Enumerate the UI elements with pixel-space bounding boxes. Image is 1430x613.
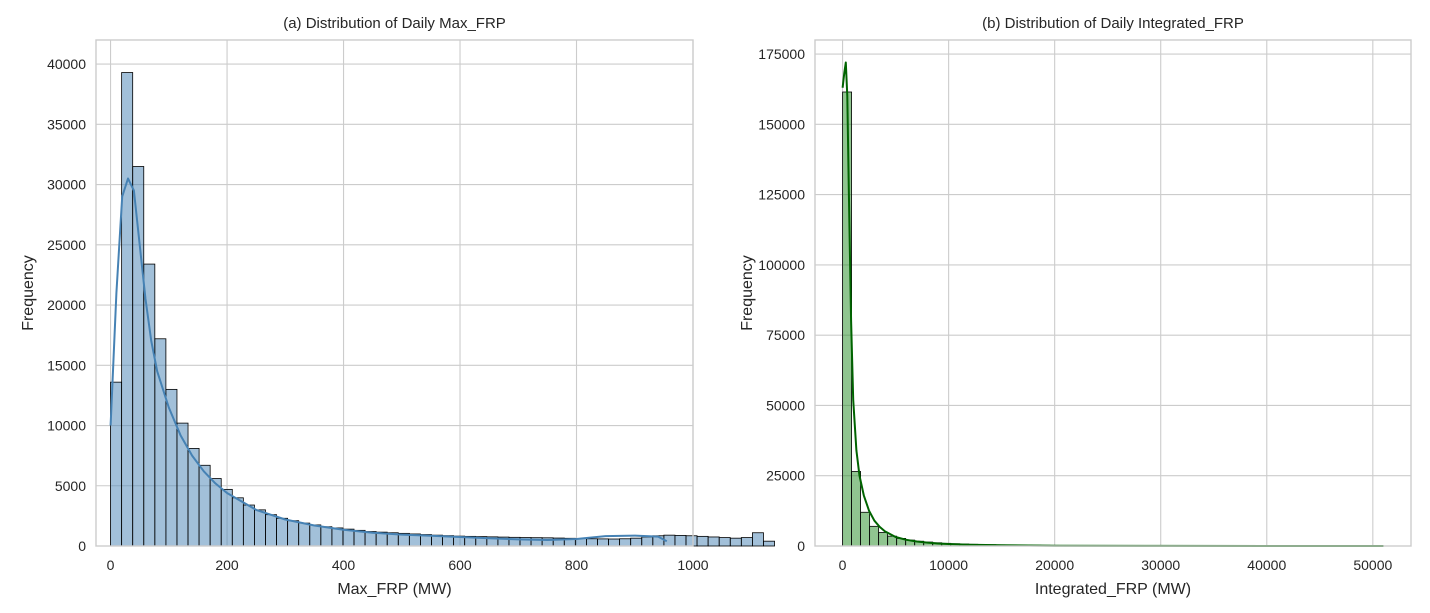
panel-1-bars xyxy=(843,92,1384,546)
histogram-bar xyxy=(288,521,299,546)
y-tick-label: 50000 xyxy=(766,397,805,413)
histogram-bar xyxy=(852,472,861,546)
histogram-bar xyxy=(321,527,332,546)
y-tick-label: 175000 xyxy=(758,46,805,62)
panel-a-title: (a) Distribution of Daily Max_FRP xyxy=(283,15,506,32)
histogram-bar xyxy=(254,510,265,546)
histogram-bar xyxy=(763,541,774,546)
x-tick-label: 50000 xyxy=(1353,557,1392,573)
histogram-bar xyxy=(861,512,870,546)
histogram-bar xyxy=(243,505,254,546)
x-tick-label: 200 xyxy=(215,557,239,573)
histogram-bar xyxy=(265,515,276,546)
y-tick-label: 25000 xyxy=(766,468,805,484)
y-tick-label: 35000 xyxy=(47,116,86,132)
y-tick-label: 0 xyxy=(797,538,805,554)
histogram-bar xyxy=(210,479,221,546)
x-tick-label: 10000 xyxy=(929,557,968,573)
y-tick-label: 150000 xyxy=(758,116,805,132)
histogram-bar xyxy=(609,539,620,546)
histogram-bar xyxy=(586,539,597,546)
histogram-bar xyxy=(232,498,243,546)
panel-b-y-axis-label: Frequency xyxy=(739,255,756,331)
x-tick-label: 800 xyxy=(565,557,589,573)
plot-frame xyxy=(815,40,1411,546)
x-tick-label: 1000 xyxy=(677,557,708,573)
y-tick-label: 20000 xyxy=(47,297,86,313)
x-tick-label: 400 xyxy=(332,557,356,573)
histogram-bar xyxy=(177,423,188,546)
histogram-bar xyxy=(741,538,752,546)
histogram-bar xyxy=(597,539,608,546)
panel-max-frp: (a) Distribution of Daily Max_FRP Max_FR… xyxy=(20,15,775,598)
panel-a-x-axis-label: Max_FRP (MW) xyxy=(337,581,451,598)
histogram-bar xyxy=(879,533,888,546)
histogram-bar xyxy=(675,535,686,546)
y-tick-label: 40000 xyxy=(47,56,86,72)
y-tick-label: 15000 xyxy=(47,357,86,373)
histogram-bar xyxy=(631,538,642,546)
histogram-bar xyxy=(332,528,343,546)
histogram-bar xyxy=(642,537,653,546)
panel-0-bars xyxy=(111,73,775,546)
panel-1-grid xyxy=(815,40,1411,546)
histogram-bar xyxy=(870,526,879,546)
histogram-bar xyxy=(730,538,741,546)
kde-curve xyxy=(843,63,1384,547)
x-tick-label: 600 xyxy=(448,557,472,573)
histogram-bar xyxy=(144,264,155,546)
histogram-bar xyxy=(620,539,631,546)
histogram-bar xyxy=(343,529,354,546)
y-tick-label: 25000 xyxy=(47,237,86,253)
y-tick-label: 125000 xyxy=(758,187,805,203)
panel-b-x-axis-label: Integrated_FRP (MW) xyxy=(1035,581,1191,598)
x-tick-label: 40000 xyxy=(1247,557,1286,573)
y-tick-label: 0 xyxy=(78,538,86,554)
histogram-bar xyxy=(708,537,719,546)
histogram-bar xyxy=(686,536,697,546)
panel-b-title: (b) Distribution of Daily Integrated_FRP xyxy=(982,15,1244,32)
x-tick-label: 30000 xyxy=(1141,557,1180,573)
histogram-bar xyxy=(697,536,708,546)
histogram-bar xyxy=(277,518,288,546)
histogram-bar xyxy=(719,538,730,546)
y-tick-label: 75000 xyxy=(766,327,805,343)
histogram-bar xyxy=(752,533,763,546)
y-tick-label: 100000 xyxy=(758,257,805,273)
x-tick-label: 20000 xyxy=(1035,557,1074,573)
panel-integrated-frp: (b) Distribution of Daily Integrated_FRP… xyxy=(739,15,1411,598)
x-tick-label: 0 xyxy=(839,557,847,573)
y-tick-label: 5000 xyxy=(55,478,86,494)
histogram-bar xyxy=(221,489,232,546)
histogram-bar xyxy=(122,73,133,546)
x-tick-label: 0 xyxy=(107,557,115,573)
histogram-bar xyxy=(310,525,321,546)
histogram-bar xyxy=(299,523,310,546)
y-tick-label: 10000 xyxy=(47,418,86,434)
y-tick-label: 30000 xyxy=(47,177,86,193)
panel-a-y-axis-label: Frequency xyxy=(20,255,37,331)
